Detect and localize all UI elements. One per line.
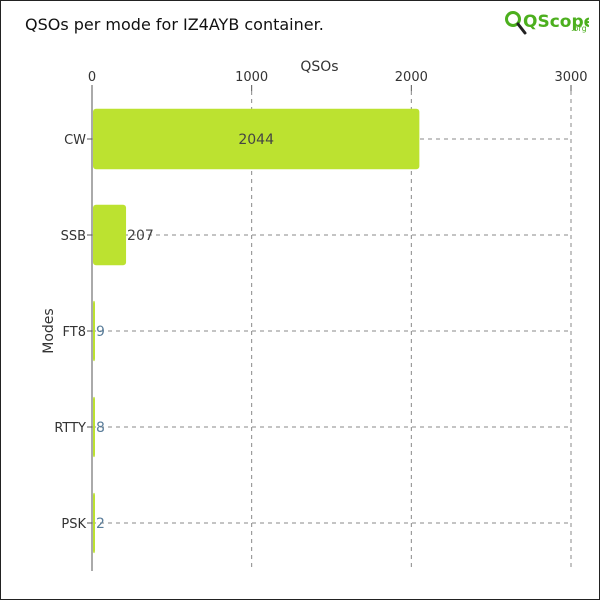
x-tick-label: 0 xyxy=(88,70,96,85)
data-label: 2044 xyxy=(238,132,274,148)
bar xyxy=(93,204,127,266)
qscope-logo: QScope .org xyxy=(501,5,589,39)
y-axis-title: Modes xyxy=(41,308,57,353)
data-label: 2 xyxy=(96,516,105,532)
bar xyxy=(93,108,420,170)
chart-title: QSOs per mode for IZ4AYB container. xyxy=(25,15,324,34)
x-tick-label: 1000 xyxy=(235,70,268,85)
category-label: PSK xyxy=(61,517,86,532)
data-label: 8 xyxy=(96,420,105,436)
data-label: 207 xyxy=(127,228,154,244)
x-tick-label: 2000 xyxy=(395,70,428,85)
x-tick-label: 3000 xyxy=(554,70,587,85)
bar xyxy=(93,396,95,458)
logo-suffix: .org xyxy=(571,24,587,33)
data-label: 9 xyxy=(96,324,105,340)
category-label: SSB xyxy=(61,229,86,244)
bar xyxy=(93,300,95,362)
category-label: RTTY xyxy=(54,421,86,436)
category-label: FT8 xyxy=(63,325,86,340)
category-label: CW xyxy=(64,133,86,148)
logo-text: QScope xyxy=(523,12,589,32)
x-axis-title: QSOs xyxy=(300,59,338,75)
bar xyxy=(93,492,95,554)
